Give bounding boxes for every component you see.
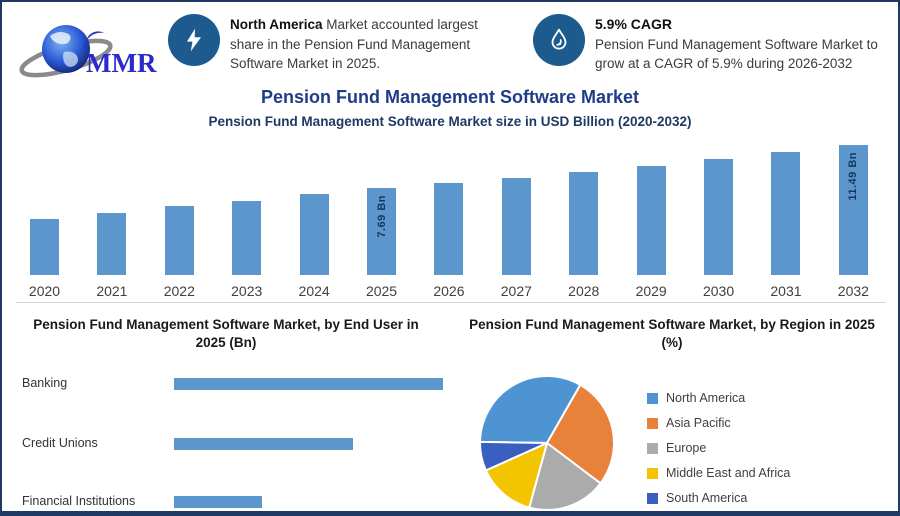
pie-slice-asia-pacific <box>546 383 615 485</box>
year-label-2032: 2032 <box>837 283 869 299</box>
region-chart-title: Pension Fund Management Software Market,… <box>458 316 886 352</box>
legend-swatch-asia-pacific <box>647 417 658 429</box>
end-user-bar-credit-unions <box>174 438 353 450</box>
globe-swoosh-icon <box>19 25 113 78</box>
market-size-chart-title: Pension Fund Management Software Market … <box>208 114 692 129</box>
legend-item-north-america: North America <box>647 391 790 405</box>
legend-swatch-europe <box>647 442 658 454</box>
title-line: Pension Fund Management Software Market,… <box>469 317 875 332</box>
pie-slice-europe <box>528 442 602 511</box>
logo-text: MMR <box>86 48 157 78</box>
year-label-2026: 2026 <box>433 283 465 299</box>
year-label-2029: 2029 <box>635 283 667 299</box>
year-label-2028: 2028 <box>568 283 600 299</box>
bar-column-2032: 11.49 Bn 2032 <box>838 145 869 299</box>
title-line: 2025 (Bn) <box>195 335 257 350</box>
bar-2029 <box>636 165 666 275</box>
title-line: Pension Fund Management Software Market,… <box>33 317 419 332</box>
bar-2031 <box>771 152 801 275</box>
legend-swatch-middle-east-and-africa <box>647 467 658 479</box>
callout-north-america: North America Market accounted largest s… <box>230 15 492 74</box>
bar-column-2026: 2026 <box>433 145 465 299</box>
year-label-2023: 2023 <box>231 283 263 299</box>
bar-column-2025: 7.69 Bn 2025 <box>366 145 397 299</box>
legend-item-europe: Europe <box>647 441 790 455</box>
bar-column-2024: 2024 <box>299 145 330 299</box>
bar-2032: 11.49 Bn <box>838 145 868 275</box>
legend-label-north-america: North America <box>666 391 746 405</box>
legend-label-europe: Europe <box>666 441 707 455</box>
bar-2021 <box>97 212 127 275</box>
legend-item-south-america: South America <box>647 491 790 505</box>
legend-label-south-america: South America <box>666 491 748 505</box>
bar-column-2029: 2029 <box>636 145 667 299</box>
end-user-label-banking: Banking <box>22 376 68 390</box>
market-size-bar-chart: 2020 2021 2022 2023 2024 7.69 Bn 2025 2026 2027 2… <box>29 145 869 299</box>
callout2-body: Pension Fund Management Software Market … <box>595 36 878 72</box>
bar-column-2021: 2021 <box>96 145 127 299</box>
year-label-2021: 2021 <box>96 283 128 299</box>
bar-2027 <box>501 177 531 275</box>
bar-column-2028: 2028 <box>568 145 599 299</box>
bar-value-label-2032: 11.49 Bn <box>847 152 860 201</box>
end-user-label-financial-institutions: Financial Institutions <box>22 494 136 508</box>
year-label-2030: 2030 <box>702 283 735 299</box>
legend-item-middle-east-and-africa: Middle East and Africa <box>647 466 790 480</box>
end-user-label-credit-unions: Credit Unions <box>22 436 98 450</box>
region-legend: North America Asia Pacific Europe Middle Ea… <box>647 391 790 505</box>
pie-slice-south-america <box>479 440 548 472</box>
bar-2030 <box>704 159 734 275</box>
legend-swatch-north-america <box>647 392 658 404</box>
callout-cagr: 5.9% CAGR Pension Fund Management Softwar… <box>595 15 883 74</box>
lightning-icon <box>168 14 220 66</box>
end-user-bar-financial-institutions <box>174 496 262 508</box>
year-label-2027: 2027 <box>500 283 532 299</box>
year-label-2031: 2031 <box>770 283 802 299</box>
bar-2025: 7.69 Bn <box>367 188 397 275</box>
title-line: (%) <box>661 335 683 350</box>
legend-label-asia-pacific: Asia Pacific <box>666 416 731 430</box>
page-title: Pension Fund Management Software Market <box>260 87 640 107</box>
region-pie-chart <box>479 375 615 511</box>
bar-column-2031: 2031 <box>770 145 802 299</box>
bar-2023 <box>232 200 262 275</box>
year-label-2024: 2024 <box>298 283 330 299</box>
callout1-highlight: North America <box>230 17 323 32</box>
mmr-logo: MMR <box>19 25 157 78</box>
bar-2028 <box>569 171 599 275</box>
legend-label-middle-east-and-africa: Middle East and Africa <box>666 466 791 480</box>
year-label-2025: 2025 <box>365 283 398 299</box>
pie-slice-north-america <box>479 375 582 444</box>
bar-value-label-2025: 7.69 Bn <box>375 195 388 238</box>
bar-column-2030: 2030 <box>703 145 734 299</box>
legend-swatch-south-america <box>647 492 658 504</box>
year-label-2022: 2022 <box>163 283 195 299</box>
bar-2022 <box>164 206 194 275</box>
bar-2026 <box>434 182 464 275</box>
end-user-chart-title: Pension Fund Management Software Market,… <box>20 316 432 352</box>
callout1-body: Market accounted largest share in the Pe… <box>230 17 478 71</box>
bar-2020 <box>30 219 59 275</box>
section-divider <box>16 302 886 303</box>
bar-column-2020: 2020 <box>29 145 60 299</box>
bar-column-2022: 2022 <box>164 145 195 299</box>
end-user-bar-banking <box>174 378 443 390</box>
bar-column-2027: 2027 <box>501 145 532 299</box>
year-label-2020: 2020 <box>28 283 61 299</box>
flame-icon <box>533 14 585 66</box>
bar-2024 <box>299 193 329 275</box>
pie-slice-middle-east-and-africa <box>484 442 548 509</box>
legend-item-asia-pacific: Asia Pacific <box>647 416 790 430</box>
bar-column-2023: 2023 <box>231 145 262 299</box>
cagr-value: 5.9% CAGR <box>595 16 673 32</box>
